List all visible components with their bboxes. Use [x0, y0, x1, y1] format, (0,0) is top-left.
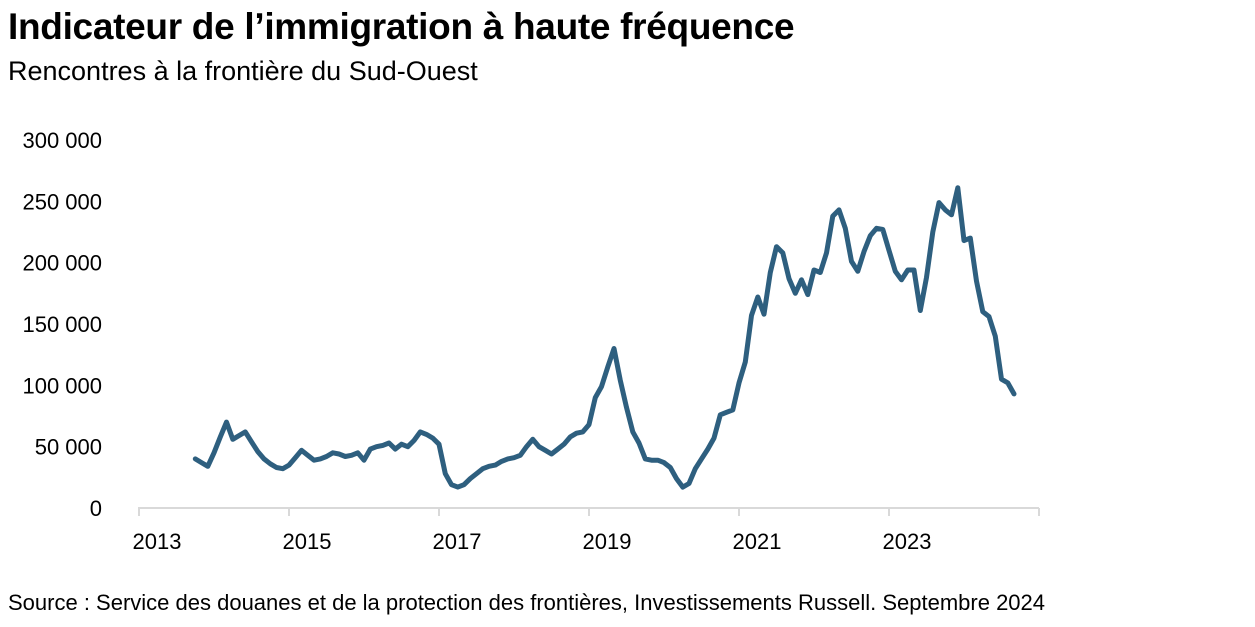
x-axis — [138, 507, 1040, 516]
chart-subtitle: Rencontres à la frontière du Sud-Ouest — [8, 56, 478, 86]
y-tick-label: 250 000 — [22, 189, 102, 214]
x-tick-label: 2013 — [133, 529, 182, 554]
y-axis-labels: 0 50 000 100 000 150 000 200 000 250 000 300 0… — [22, 128, 102, 521]
x-tick-label: 2015 — [283, 529, 332, 554]
x-tick-label: 2017 — [433, 529, 482, 554]
y-tick-label: 200 000 — [22, 251, 102, 276]
x-tick-label: 2023 — [883, 529, 932, 554]
y-tick-label: 100 000 — [22, 373, 102, 398]
y-tick-label: 150 000 — [22, 312, 102, 337]
y-tick-label: 0 — [90, 496, 102, 521]
source-note: Source : Service des douanes et de la pr… — [8, 590, 1046, 615]
x-tick-label: 2021 — [733, 529, 782, 554]
y-tick-label: 300 000 — [22, 128, 102, 153]
series-line — [192, 185, 1017, 490]
y-tick-label: 50 000 — [35, 435, 102, 460]
data-points — [195, 187, 1015, 488]
x-axis-labels: 2013 2015 2017 2019 2021 2023 — [133, 529, 932, 554]
x-tick-label: 2019 — [583, 529, 632, 554]
chart-title: Indicateur de l’immigration à haute fréq… — [8, 6, 795, 47]
